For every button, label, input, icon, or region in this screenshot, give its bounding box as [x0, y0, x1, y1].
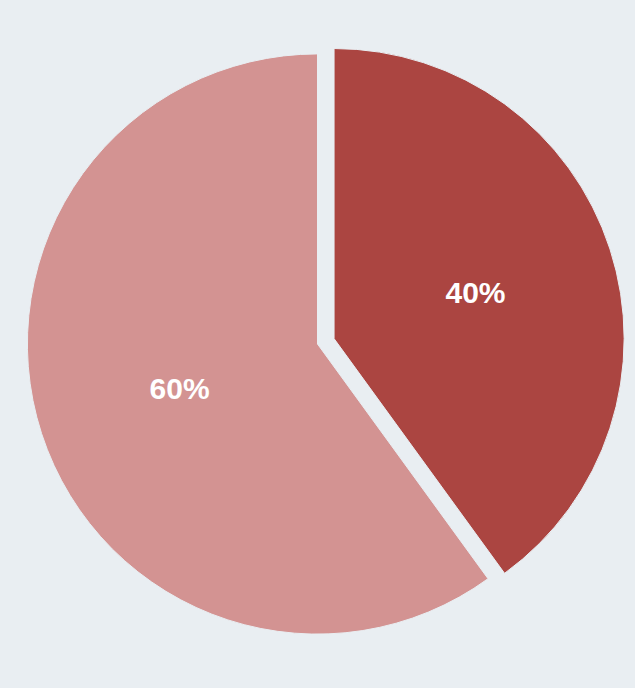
svg-text:60%: 60%: [150, 372, 210, 405]
svg-text:40%: 40%: [445, 276, 505, 309]
